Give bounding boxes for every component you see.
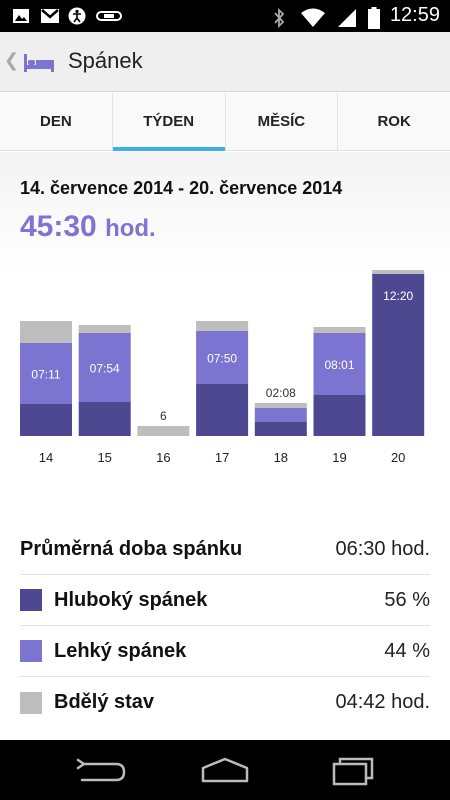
- stat-label: Bdělý stav: [54, 691, 155, 713]
- wifi-icon: [300, 7, 326, 27]
- page-title: Spánek: [68, 48, 143, 73]
- navigation-bar: [0, 740, 450, 800]
- bar-segment: [313, 333, 366, 395]
- image-icon: [12, 7, 30, 25]
- tab-year[interactable]: ROK: [377, 113, 411, 130]
- stat-row-average: Průměrná doba spánku 06:30 hod.: [20, 524, 430, 575]
- chart-svg: 07:11 14 07:54 15 6 16 07:50 17 02:08 18 08:01 19 12…: [20, 270, 425, 465]
- bar-segment: [20, 321, 72, 343]
- tab-month[interactable]: MĚSÍC: [226, 93, 339, 150]
- bar-label: 07:50: [207, 352, 237, 366]
- period-tabs: DEN TÝDEN MĚSÍC ROK: [0, 93, 450, 151]
- stat-value: 04:42 hod.: [335, 691, 430, 713]
- stat-value: 44 %: [384, 639, 430, 662]
- x-tick-label: 16: [156, 450, 170, 465]
- x-tick-label: 20: [391, 450, 405, 465]
- bar-segment: [20, 404, 72, 436]
- stat-row-deep: Hluboký spánek 56 %: [20, 575, 430, 626]
- bar-label: 02:08: [266, 386, 296, 400]
- bar-segment: [254, 422, 307, 436]
- recent-apps-icon[interactable]: [320, 754, 380, 788]
- total-sleep-unit: hod.: [105, 215, 156, 242]
- gmail-icon: [40, 7, 59, 25]
- stat-row-awake: Bdělý stav 04:42 hod.: [20, 677, 430, 728]
- bar-label: 6: [160, 409, 167, 423]
- x-tick-label: 17: [215, 450, 229, 465]
- bar-segment: [137, 426, 190, 436]
- stat-label: Hluboký spánek: [54, 588, 208, 611]
- up-caret-icon[interactable]: ❮: [4, 50, 20, 70]
- bed-icon[interactable]: [22, 50, 56, 74]
- date-range: 14. července 2014 - 20. července 2014: [20, 178, 343, 198]
- bar-segment: [78, 402, 131, 436]
- signal-icon: [336, 7, 358, 27]
- bar-segment: [196, 321, 249, 331]
- bar-label: 07:11: [31, 368, 60, 382]
- clock: 12:59: [389, 4, 440, 26]
- total-sleep-value: 45:30: [20, 210, 97, 243]
- x-tick-label: 19: [332, 450, 346, 465]
- bar-segment: [372, 270, 425, 274]
- bar-segment: [372, 274, 425, 436]
- back-icon[interactable]: [70, 754, 130, 788]
- tab-day[interactable]: DEN: [0, 93, 113, 150]
- bar-segment: [78, 325, 131, 333]
- bar-label: 12:20: [383, 289, 413, 303]
- fitness-band-icon: [96, 7, 122, 25]
- action-bar: ❮ Spánek: [0, 32, 450, 92]
- bar-segment: [254, 408, 307, 422]
- total-sleep: 45:30 hod.: [20, 210, 156, 244]
- x-tick-label: 15: [97, 450, 111, 465]
- weekly-sleep-chart: 07:11 14 07:54 15 6 16 07:50 17 02:08 18 08:01 19 12…: [0, 262, 450, 472]
- accessibility-icon: [68, 7, 86, 25]
- stat-value: 06:30 hod.: [335, 537, 430, 560]
- battery-icon: [367, 6, 380, 29]
- stat-label: Lehký spánek: [54, 639, 187, 662]
- sleep-content: 14. července 2014 - 20. července 2014 45…: [0, 152, 450, 740]
- stat-value: 56 %: [384, 588, 430, 611]
- bar-label: 08:01: [324, 358, 354, 372]
- sleep-stats: Průměrná doba spánku 06:30 hod. Hluboký …: [20, 524, 430, 728]
- bar-segment: [196, 384, 249, 436]
- bar-label: 07:54: [90, 362, 120, 376]
- bar-segment: [196, 331, 249, 384]
- status-bar: 12:59: [0, 0, 450, 32]
- bar-segment: [313, 395, 366, 436]
- home-icon[interactable]: [195, 754, 255, 788]
- bar-segment: [78, 333, 131, 402]
- deep-sleep-swatch: [20, 589, 42, 611]
- bar-segment: [20, 343, 72, 404]
- x-tick-label: 18: [274, 450, 288, 465]
- tab-week[interactable]: TÝDEN: [112, 93, 226, 151]
- light-sleep-swatch: [20, 640, 42, 662]
- stat-row-light: Lehký spánek 44 %: [20, 626, 430, 677]
- notification-icons: [12, 7, 122, 25]
- stat-label: Průměrná doba spánku: [20, 537, 243, 560]
- system-icons: 12:59: [272, 4, 440, 29]
- bar-segment: [254, 403, 307, 408]
- x-tick-label: 14: [39, 450, 53, 465]
- awake-swatch: [20, 691, 42, 714]
- bar-segment: [313, 327, 366, 333]
- bluetooth-icon: [272, 7, 290, 28]
